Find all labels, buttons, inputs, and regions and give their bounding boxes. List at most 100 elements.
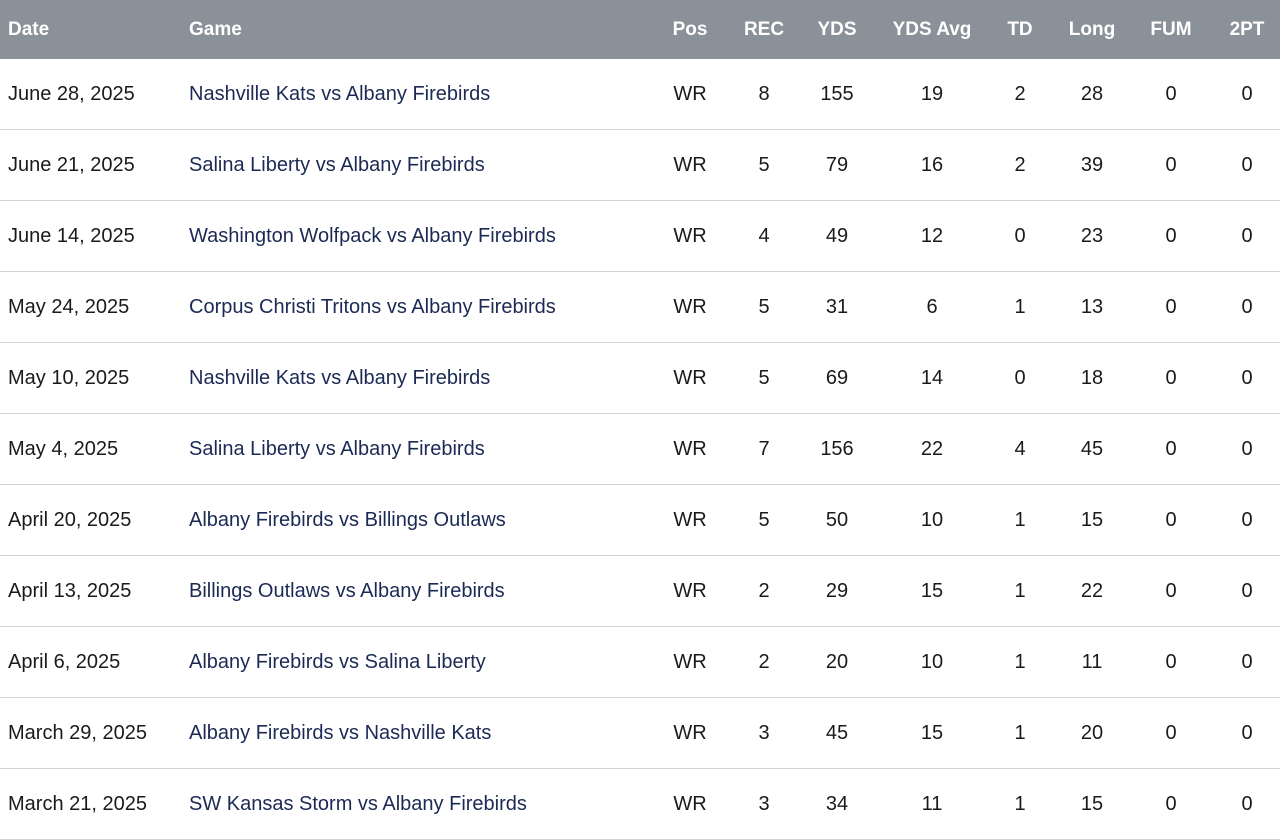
cell-fum: 0 (1165, 83, 1177, 105)
cell-game-link[interactable]: Corpus Christi Tritons vs Albany Firebir… (189, 296, 556, 318)
cell-2pt: 0 (1241, 793, 1253, 815)
cell-yds-avg: 16 (920, 154, 944, 176)
cell-pos: WR (673, 225, 707, 247)
cell-td: 1 (1014, 509, 1026, 531)
cell-game-link[interactable]: Albany Firebirds vs Billings Outlaws (189, 509, 506, 531)
cell-rec: 3 (758, 793, 770, 815)
table-row: May 10, 2025 Nashville Kats vs Albany Fir… (0, 343, 1280, 414)
cell-date: April 13, 2025 (8, 580, 132, 602)
cell-long: 20 (1080, 722, 1104, 744)
cell-date: March 21, 2025 (8, 793, 147, 815)
cell-yds-avg: 10 (920, 509, 944, 531)
table-row: March 29, 2025 Albany Firebirds vs Nashvi… (0, 698, 1280, 769)
header-long[interactable]: Long (1068, 19, 1116, 40)
cell-yds-avg: 15 (920, 722, 944, 744)
header-date[interactable]: Date (8, 19, 50, 40)
header-game[interactable]: Game (189, 19, 242, 40)
cell-game-link[interactable]: Nashville Kats vs Albany Firebirds (189, 367, 491, 389)
cell-yds-avg: 15 (920, 580, 944, 602)
header-yds-avg[interactable]: YDS Avg (892, 19, 972, 40)
cell-fum: 0 (1165, 296, 1177, 318)
cell-long: 13 (1080, 296, 1104, 318)
cell-fum: 0 (1165, 722, 1177, 744)
cell-long: 15 (1080, 509, 1104, 531)
table-row: April 20, 2025 Albany Firebirds vs Billin… (0, 485, 1280, 556)
cell-2pt: 0 (1241, 509, 1253, 531)
cell-long: 45 (1080, 438, 1104, 460)
cell-pos: WR (673, 651, 707, 673)
cell-fum: 0 (1165, 793, 1177, 815)
header-fum[interactable]: FUM (1150, 19, 1192, 40)
table-row: May 4, 2025 Salina Liberty vs Albany Fire… (0, 414, 1280, 485)
table-row: April 13, 2025 Billings Outlaws vs Albany… (0, 556, 1280, 627)
cell-yds-avg: 6 (926, 296, 938, 318)
cell-rec: 2 (758, 651, 770, 673)
cell-rec: 3 (758, 722, 770, 744)
cell-game-link[interactable]: Billings Outlaws vs Albany Firebirds (189, 580, 505, 602)
cell-fum: 0 (1165, 438, 1177, 460)
cell-pos: WR (673, 83, 707, 105)
cell-game-link[interactable]: Albany Firebirds vs Nashville Kats (189, 722, 492, 744)
header-yds[interactable]: YDS (817, 19, 857, 40)
cell-yds: 20 (825, 651, 849, 673)
table-row: April 6, 2025 Albany Firebirds vs Salina … (0, 627, 1280, 698)
cell-yds: 29 (825, 580, 849, 602)
header-2pt[interactable]: 2PT (1229, 19, 1265, 40)
cell-yds: 50 (825, 509, 849, 531)
cell-long: 18 (1080, 367, 1104, 389)
cell-yds-avg: 14 (920, 367, 944, 389)
header-td[interactable]: TD (1007, 19, 1033, 40)
cell-td: 4 (1014, 438, 1026, 460)
cell-pos: WR (673, 367, 707, 389)
cell-td: 1 (1014, 296, 1026, 318)
cell-pos: WR (673, 509, 707, 531)
cell-rec: 2 (758, 580, 770, 602)
cell-long: 22 (1080, 580, 1104, 602)
table-row: May 24, 2025 Corpus Christi Tritons vs Al… (0, 272, 1280, 343)
cell-fum: 0 (1165, 580, 1177, 602)
cell-game-link[interactable]: Salina Liberty vs Albany Firebirds (189, 154, 485, 176)
cell-2pt: 0 (1241, 580, 1253, 602)
cell-date: May 4, 2025 (8, 438, 119, 460)
cell-td: 2 (1014, 154, 1026, 176)
cell-yds: 31 (825, 296, 849, 318)
cell-date: April 6, 2025 (8, 651, 121, 673)
cell-long: 39 (1080, 154, 1104, 176)
cell-2pt: 0 (1241, 722, 1253, 744)
cell-pos: WR (673, 296, 707, 318)
cell-yds-avg: 11 (921, 793, 943, 815)
cell-game-link[interactable]: Nashville Kats vs Albany Firebirds (189, 83, 491, 105)
cell-pos: WR (673, 438, 707, 460)
table-row: June 21, 2025 Salina Liberty vs Albany Fi… (0, 130, 1280, 201)
cell-long: 11 (1081, 651, 1103, 673)
cell-rec: 4 (758, 225, 770, 247)
cell-date: May 24, 2025 (8, 296, 130, 318)
cell-2pt: 0 (1241, 367, 1253, 389)
cell-fum: 0 (1165, 651, 1177, 673)
cell-yds-avg: 10 (920, 651, 944, 673)
cell-pos: WR (673, 154, 707, 176)
header-pos[interactable]: Pos (672, 19, 708, 40)
cell-rec: 5 (758, 509, 770, 531)
cell-game-link[interactable]: SW Kansas Storm vs Albany Firebirds (189, 793, 527, 815)
cell-rec: 7 (758, 438, 770, 460)
cell-game-link[interactable]: Salina Liberty vs Albany Firebirds (189, 438, 485, 460)
cell-td: 1 (1014, 651, 1026, 673)
table-row: June 28, 2025 Nashville Kats vs Albany Fi… (0, 59, 1280, 130)
table-header: Date Game Pos REC YDS YDS Avg TD Long FU… (0, 0, 1280, 59)
cell-fum: 0 (1165, 509, 1177, 531)
cell-fum: 0 (1165, 367, 1177, 389)
cell-game-link[interactable]: Washington Wolfpack vs Albany Firebirds (189, 225, 556, 247)
cell-2pt: 0 (1241, 438, 1253, 460)
cell-td: 2 (1014, 83, 1026, 105)
cell-yds-avg: 12 (920, 225, 944, 247)
cell-date: June 28, 2025 (8, 83, 135, 105)
cell-long: 23 (1080, 225, 1104, 247)
cell-long: 15 (1080, 793, 1104, 815)
cell-yds: 156 (820, 438, 854, 460)
cell-2pt: 0 (1241, 83, 1253, 105)
cell-2pt: 0 (1241, 225, 1253, 247)
cell-game-link[interactable]: Albany Firebirds vs Salina Liberty (189, 651, 486, 673)
cell-date: April 20, 2025 (8, 509, 132, 531)
header-rec[interactable]: REC (743, 19, 785, 40)
